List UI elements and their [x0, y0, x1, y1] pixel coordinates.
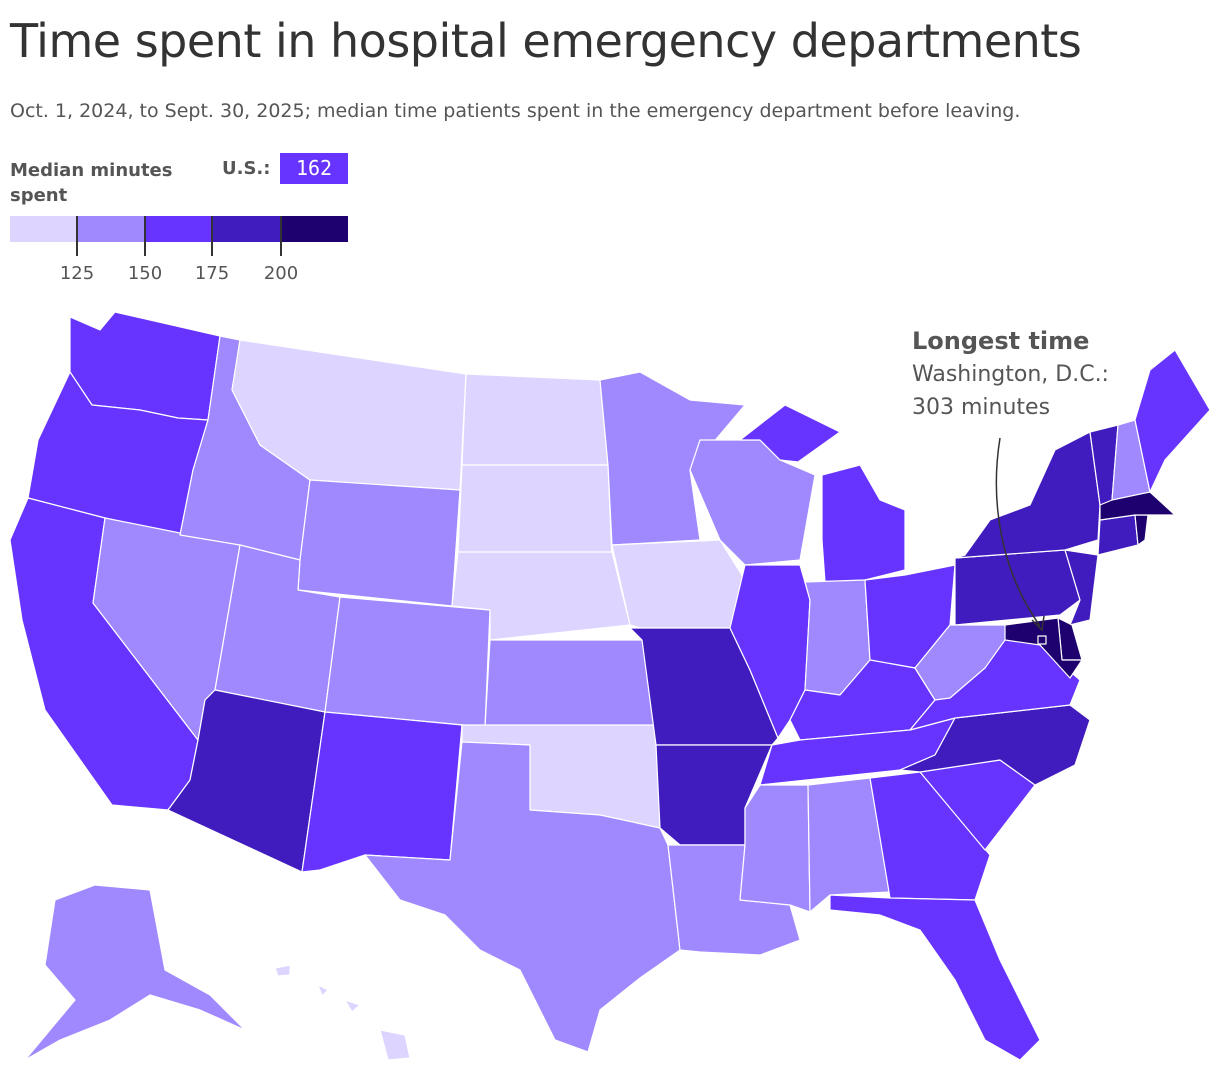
state-nm[interactable]	[301, 711, 463, 873]
legend-tick-label: 175	[194, 263, 230, 284]
state-ny[interactable]	[954, 431, 1101, 559]
state-nd[interactable]	[461, 373, 609, 466]
legend-tick	[76, 216, 78, 256]
state-pa[interactable]	[954, 549, 1081, 626]
annotation-line-1: Washington, D.C.:	[912, 362, 1109, 387]
state-co[interactable]	[324, 596, 491, 728]
annotation-line-2: 303 minutes	[912, 395, 1051, 420]
state-hi[interactable]	[274, 964, 411, 1061]
state-nj[interactable]	[1064, 549, 1099, 626]
legend-tick	[144, 216, 146, 256]
state-ga[interactable]	[869, 771, 991, 901]
legend-color-scale	[10, 216, 348, 242]
state-mi[interactable]	[739, 404, 906, 583]
chart-title: Time spent in hospital emergency departm…	[10, 14, 1082, 68]
state-wy[interactable]	[297, 479, 461, 607]
legend-tick-label: 200	[263, 263, 299, 284]
state-sd[interactable]	[457, 464, 613, 561]
state-ri[interactable]	[1134, 514, 1149, 546]
legend-title: Median minutes spent	[10, 160, 173, 206]
state-ia[interactable]	[611, 539, 746, 629]
state-tx[interactable]	[364, 741, 681, 1053]
chart-subtitle: Oct. 1, 2024, to Sept. 30, 2025; median …	[10, 100, 1021, 122]
legend-tick	[280, 216, 282, 256]
legend-bin-3	[145, 216, 212, 242]
state-fl[interactable]	[829, 894, 1041, 1061]
legend-bin-4	[212, 216, 281, 242]
state-dc[interactable]	[1037, 635, 1047, 645]
us-median-value: 162	[280, 153, 348, 184]
state-ks[interactable]	[484, 639, 657, 728]
legend-tick-label: 125	[59, 263, 95, 284]
annotation: Longest time Washington, D.C.: 303 minut…	[912, 325, 1109, 424]
legend-bin-2	[77, 216, 145, 242]
legend-tick	[211, 216, 213, 256]
state-me[interactable]	[1134, 349, 1211, 493]
state-ct[interactable]	[1097, 514, 1139, 556]
annotation-title: Longest time	[912, 327, 1090, 355]
us-median-label: U.S.:	[222, 158, 271, 179]
state-wa[interactable]	[69, 311, 221, 421]
state-al[interactable]	[807, 777, 891, 913]
legend-tick-label: 150	[127, 263, 163, 284]
state-nc[interactable]	[899, 704, 1091, 786]
legend-bin-5	[281, 216, 348, 242]
legend-bin-1	[10, 216, 77, 242]
state-wi[interactable]	[689, 439, 816, 566]
state-ak[interactable]	[24, 884, 246, 1061]
state-ms[interactable]	[739, 784, 811, 913]
state-md[interactable]	[1004, 617, 1083, 679]
